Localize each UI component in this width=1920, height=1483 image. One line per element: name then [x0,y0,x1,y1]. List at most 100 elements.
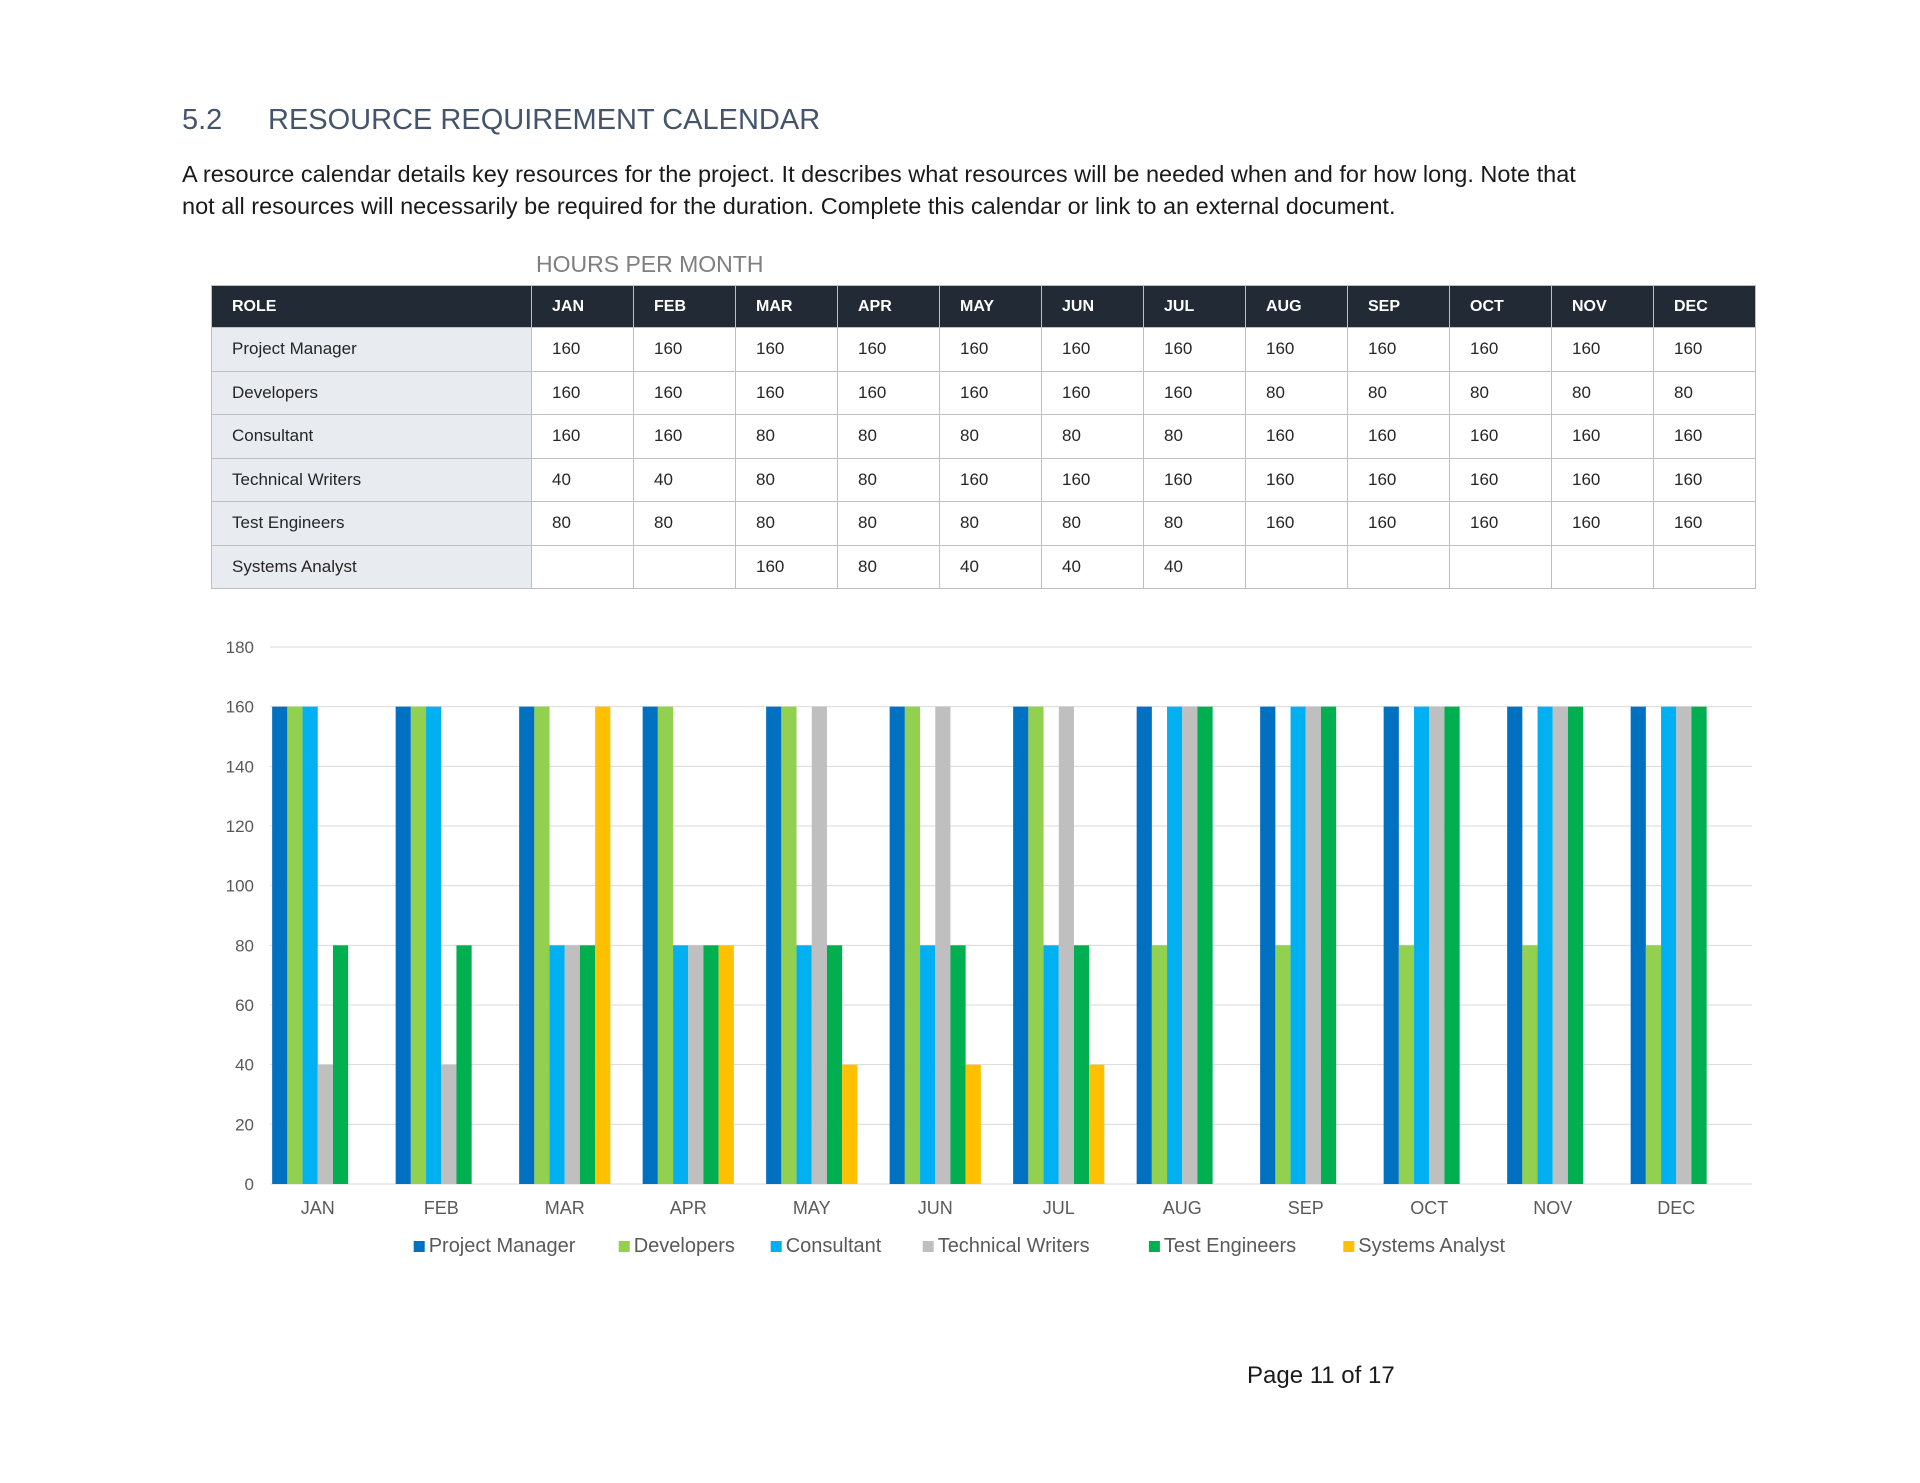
bar-technical-writers-jun [935,706,951,1184]
bar-developers-jul [1028,706,1044,1184]
hours-cell: 80 [1143,501,1246,546]
legend-swatch-consultant [770,1241,782,1252]
table-header-row: ROLE JAN FEB MAR APR MAY JUN JUL AUG SEP OCT NOV DEC [211,285,1756,328]
hours-cell: 80 [1449,370,1552,415]
hours-cell: 160 [1245,457,1348,502]
y-tick-label: 100 [226,877,254,896]
bar-developers-mar [534,706,550,1184]
hours-cell: 160 [1551,414,1654,459]
hours-cell: 160 [1041,327,1144,372]
x-tick-label: AUG [1163,1198,1202,1218]
hours-cell: 160 [837,327,940,372]
hours-cell: 160 [1347,327,1450,372]
hours-cell: 160 [531,370,634,415]
column-header-sep: SEP [1347,285,1450,328]
bar-project-manager-jun [889,706,905,1184]
bar-test-engineers-jul [1073,945,1090,1184]
x-tick-label: OCT [1410,1198,1448,1218]
hours-cell: 160 [1653,457,1756,502]
x-tick-label: JUL [1043,1198,1075,1218]
hours-cell [633,544,736,589]
hours-cell: 80 [1041,501,1144,546]
hours-cell: 40 [939,544,1042,589]
bar-developers-sep [1275,945,1291,1184]
hours-cell: 160 [1449,457,1552,502]
hours-cell: 80 [939,501,1042,546]
bar-consultant-feb [426,706,442,1184]
y-tick-label: 40 [235,1056,254,1075]
column-header-dec: DEC [1653,285,1756,328]
hours-cell: 80 [1551,370,1654,415]
bar-developers-oct [1398,945,1415,1184]
bar-technical-writers-sep [1305,706,1321,1184]
x-tick-label: MAY [793,1198,831,1218]
hours-cell: 80 [939,414,1042,459]
intro-line-1: A resource calendar details key resource… [182,161,1576,187]
hours-cell [1245,544,1348,589]
hours-cell: 160 [1551,457,1654,502]
legend-swatch-project-manager [413,1241,425,1252]
bar-developers-jan [287,706,303,1184]
bar-technical-writers-dec [1676,706,1692,1184]
hours-cell: 80 [837,414,940,459]
hours-table: ROLE JAN FEB MAR APR MAY JUN JUL AUG SEP OCT NOV DEC… [211,285,1756,589]
role-cell: Consultant [211,414,532,459]
x-tick-label: MAR [545,1198,585,1218]
bar-consultant-jan [302,706,318,1184]
bar-technical-writers-may [811,706,827,1184]
y-tick-label: 160 [226,698,254,717]
column-header-apr: APR [837,285,940,328]
bar-project-manager-jul [1013,706,1029,1184]
hours-cell: 160 [1551,501,1654,546]
hours-cell: 160 [735,370,838,415]
bar-test-engineers-dec [1691,706,1707,1184]
table-body: Project Manager 160 160 160 160 160 160 160 160 1… [211,327,1756,589]
hours-cell: 80 [837,501,940,546]
hours-cell: 40 [1143,544,1246,589]
bar-project-manager-nov [1507,706,1523,1184]
bar-developers-nov [1522,945,1538,1184]
hours-cell: 80 [735,501,838,546]
legend-label-technical-writers: Technical Writers [938,1235,1090,1257]
legend-label-systems-analyst: Systems Analyst [1358,1235,1505,1257]
hours-cell: 160 [837,370,940,415]
bar-test-engineers-nov [1567,706,1584,1184]
bar-technical-writers-aug [1182,706,1198,1184]
bar-consultant-jul [1043,945,1059,1184]
bar-test-engineers-jan [332,945,349,1184]
hours-cell: 160 [939,327,1042,372]
hours-cell: 160 [1551,327,1654,372]
bar-project-manager-sep [1260,706,1276,1184]
legend-label-test-engineers: Test Engineers [1164,1235,1296,1257]
bar-consultant-jun [920,945,936,1184]
y-tick-label: 60 [235,996,254,1015]
table-row: Test Engineers 80 80 80 80 80 80 80 160 160 160 160… [211,501,1756,546]
bar-test-engineers-jun [950,945,966,1184]
hours-cell: 80 [837,544,940,589]
bar-project-manager-mar [519,706,535,1184]
bar-technical-writers-feb [441,1064,457,1184]
bar-developers-dec [1645,945,1662,1184]
bar-test-engineers-apr [703,945,719,1184]
hours-cell: 40 [633,457,736,502]
bar-project-manager-may [766,706,782,1184]
page-number: Page 11 of 17 [1247,1362,1395,1389]
hours-cell: 160 [939,370,1042,415]
bar-technical-writers-mar [564,945,580,1184]
column-header-role: ROLE [211,285,532,328]
hours-cell: 80 [735,414,838,459]
hours-bar-chart: 0 20 40 60 80 100 120 140 160 180 JAN FEB MAR APR MAY J… [226,638,1752,1257]
bar-consultant-may [796,945,812,1184]
y-tick-label: 0 [245,1175,254,1194]
x-tick-label: NOV [1533,1198,1572,1218]
hours-cell: 160 [1347,501,1450,546]
bar-consultant-dec [1661,706,1677,1184]
intro-paragraph: A resource calendar details key resource… [182,158,1782,222]
hours-cell: 160 [939,457,1042,502]
intro-line-2: not all resources will necessarily be re… [182,193,1396,219]
hours-cell: 80 [837,457,940,502]
bar-systems-analyst-may [842,1064,858,1184]
hours-cell: 80 [531,501,634,546]
bar-project-manager-feb [395,706,411,1184]
bar-project-manager-apr [642,706,658,1184]
